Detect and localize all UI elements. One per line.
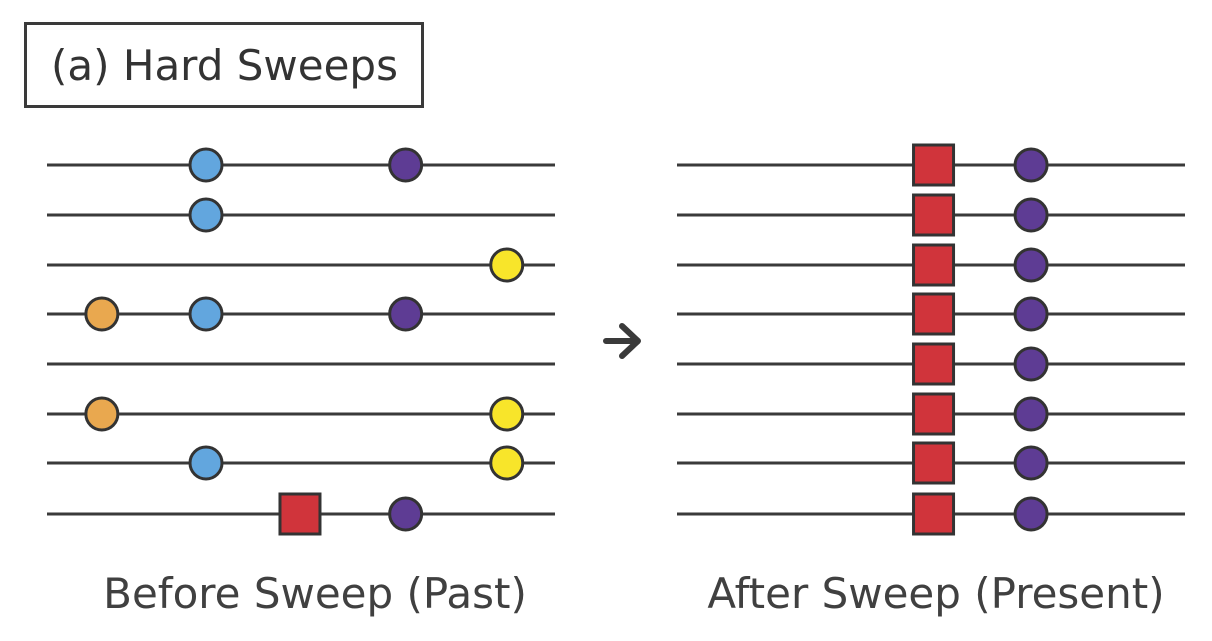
purple-allele-circle [1013,197,1049,233]
beneficial-mutation-square [912,392,956,436]
beneficial-mutation-square [278,492,322,536]
blue-allele-circle [188,296,224,332]
beneficial-mutation-square [912,342,956,386]
panel-after-sweep [677,143,1185,536]
title-box: (a) Hard Sweeps [24,22,424,108]
blue-allele-circle [188,197,224,233]
purple-allele-circle [388,147,424,183]
purple-allele-circle [388,296,424,332]
purple-allele-circle [1013,346,1049,382]
purple-allele-circle [388,496,424,532]
yellow-allele-circle [489,445,525,481]
purple-allele-circle [1013,396,1049,432]
yellow-allele-circle [489,247,525,283]
purple-allele-circle [1013,296,1049,332]
beneficial-mutation-square [912,193,956,237]
diagram-title: (a) Hard Sweeps [51,40,398,90]
arrow-right-icon [603,323,641,359]
purple-allele-circle [1013,496,1049,532]
orange-allele-circle [84,396,120,432]
blue-allele-circle [188,147,224,183]
beneficial-mutation-square [912,143,956,187]
beneficial-mutation-square [912,292,956,336]
purple-allele-circle [1013,147,1049,183]
panel-label-after: After Sweep (Present) [707,569,1164,618]
beneficial-mutation-square [912,441,956,485]
purple-allele-circle [1013,247,1049,283]
purple-allele-circle [1013,445,1049,481]
panel-before-sweep [47,147,555,536]
beneficial-mutation-square [912,243,956,287]
beneficial-mutation-square [912,492,956,536]
yellow-allele-circle [489,396,525,432]
blue-allele-circle [188,445,224,481]
panel-label-before: Before Sweep (Past) [103,569,527,618]
orange-allele-circle [84,296,120,332]
